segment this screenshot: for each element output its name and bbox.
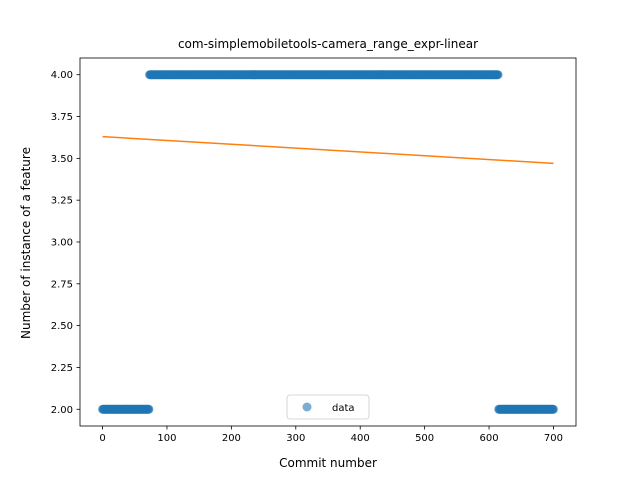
y-tick-label: 2.50	[51, 321, 73, 332]
data-point	[548, 404, 558, 414]
data-point	[144, 404, 154, 414]
legend-marker	[302, 402, 312, 412]
x-axis-label: Commit number	[279, 456, 377, 470]
x-tick-label: 400	[351, 433, 370, 444]
y-tick-label: 3.00	[51, 238, 73, 249]
fit-line	[102, 135, 554, 165]
y-tick-label: 3.75	[51, 112, 73, 123]
legend: data	[286, 394, 370, 420]
x-tick-label: 200	[222, 433, 241, 444]
y-tick-label: 3.50	[51, 154, 73, 165]
x-tick-label: 100	[157, 433, 176, 444]
x-tick-label: 300	[286, 433, 305, 444]
chart-title: com-simplemobiletools-camera_range_expr-…	[178, 37, 478, 51]
x-tick-label: 700	[544, 433, 563, 444]
legend-box	[286, 394, 370, 420]
y-tick-label: 2.75	[51, 279, 73, 290]
y-axis-ticks: 2.00 2.25 2.50 2.75 3.00 3.25 3.50 3.75 4.00	[51, 70, 80, 416]
x-tick-label: 0	[99, 433, 105, 444]
x-tick-label: 600	[479, 433, 498, 444]
y-tick-label: 2.25	[51, 363, 73, 374]
x-axis-ticks: 0 100 200 300 400 500 600 700	[99, 426, 563, 444]
y-tick-label: 2.00	[51, 405, 73, 416]
y-tick-label: 4.00	[51, 70, 73, 81]
x-tick-label: 500	[415, 433, 434, 444]
y-axis-label: Number of instance of a feature	[19, 147, 33, 339]
plot-lines	[102, 135, 554, 165]
y-tick-label: 3.25	[51, 196, 73, 207]
legend-label-data: data	[332, 403, 355, 414]
plot-points	[98, 70, 558, 414]
data-point	[493, 70, 503, 80]
